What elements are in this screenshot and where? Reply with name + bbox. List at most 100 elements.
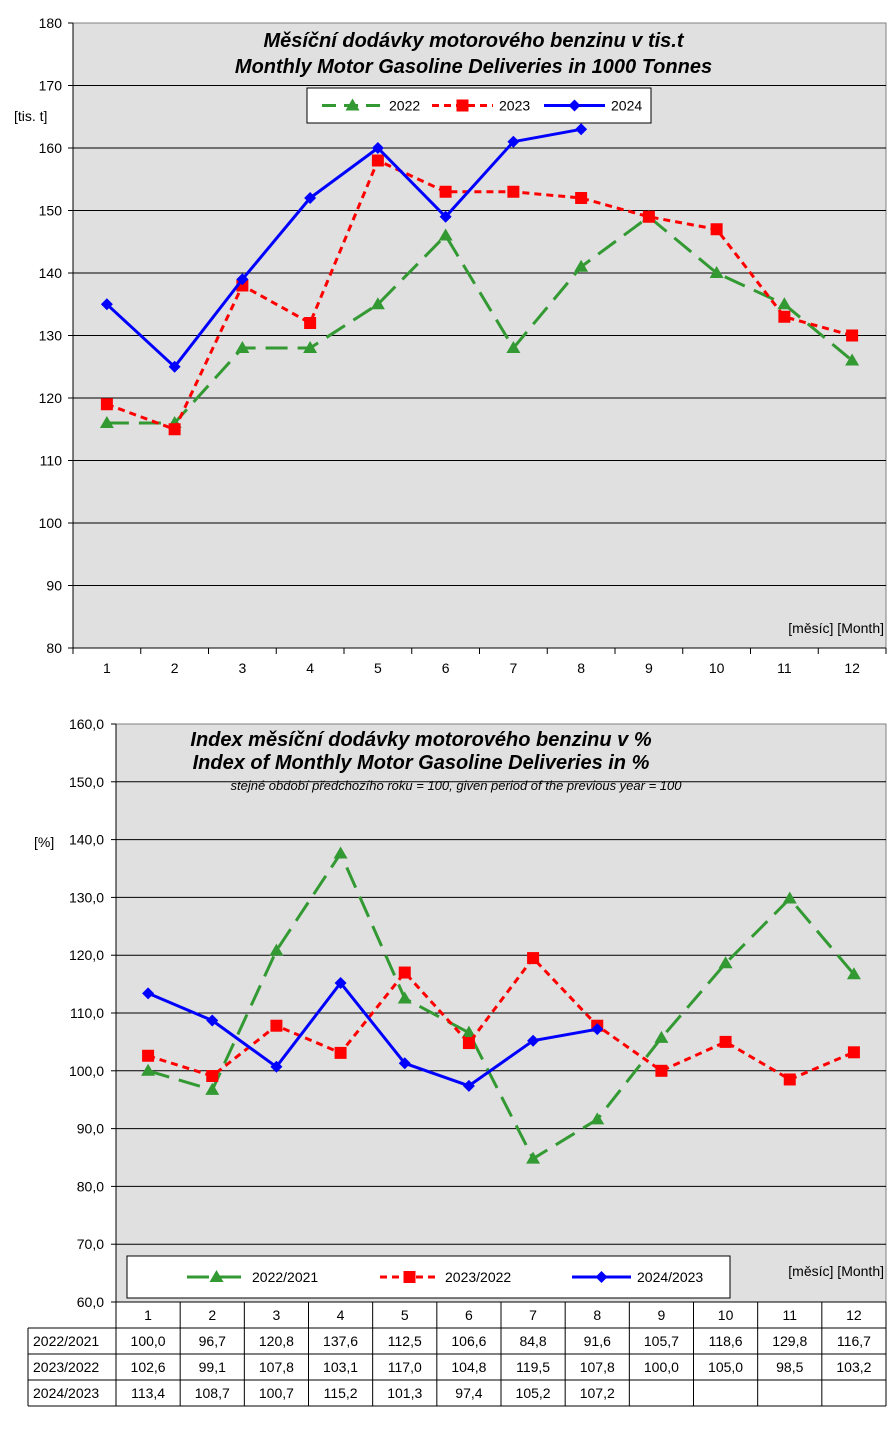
legend-marker xyxy=(568,99,581,112)
data-point-2023 xyxy=(507,185,520,198)
data-point-2022 xyxy=(506,341,521,353)
data-point-2024-2023 xyxy=(270,1060,283,1073)
legend-marker xyxy=(345,98,360,111)
data-point-2024-2023 xyxy=(462,1079,475,1092)
data-point-2022-2021 xyxy=(718,956,733,969)
series-line-2022 xyxy=(106,214,854,425)
data-point-2022-2021 xyxy=(654,1030,669,1043)
y-tick-label: 80 xyxy=(46,640,62,656)
series-line-2023-2022 xyxy=(147,955,855,1082)
y-tick-label: 180 xyxy=(39,15,63,31)
table-cell: 98,5 xyxy=(776,1359,803,1375)
y-tick-label: 100,0 xyxy=(69,1063,104,1079)
data-point-2023-2022 xyxy=(334,1046,347,1059)
x-tick-label: 1 xyxy=(103,660,111,676)
legend-label: 2024/2023 xyxy=(637,1269,703,1285)
data-point-2023 xyxy=(710,223,723,236)
table-cell: 107,8 xyxy=(580,1359,615,1375)
data-point-2023 xyxy=(642,210,655,223)
x-axis-label: [měsíc] [Month] xyxy=(788,1263,884,1279)
data-point-2024 xyxy=(507,135,520,148)
chart-title: Index měsíční dodávky motorového benzinu… xyxy=(190,729,651,751)
x-tick-label: 7 xyxy=(509,660,517,676)
data-point-2023 xyxy=(778,310,791,323)
data-point-2024-2023 xyxy=(206,1014,219,1027)
table-cell: 100,0 xyxy=(644,1359,679,1375)
data-point-2023-2022 xyxy=(142,1049,155,1062)
table-header-cell: 9 xyxy=(658,1307,666,1323)
table-cell: 100,7 xyxy=(259,1385,294,1401)
table-header-cell: 6 xyxy=(465,1307,473,1323)
data-point-2024 xyxy=(236,273,249,286)
data-point-2022-2021 xyxy=(782,891,797,904)
table-cell: 108,7 xyxy=(195,1385,230,1401)
series-line-2022-2021 xyxy=(147,850,856,1161)
data-point-2024-2023 xyxy=(142,987,155,1000)
table-header-cell: 11 xyxy=(782,1307,797,1323)
data-point-2023 xyxy=(168,423,181,436)
y-tick-label: 130,0 xyxy=(69,889,104,905)
data-point-2022 xyxy=(370,297,385,310)
data-point-2023-2022 xyxy=(462,1037,475,1050)
data-point-2022 xyxy=(303,341,318,353)
series-line-2023 xyxy=(106,158,853,432)
x-tick-label: 5 xyxy=(374,660,382,676)
table-cell: 117,0 xyxy=(388,1359,422,1375)
table-row-label: 2022/2021 xyxy=(33,1333,99,1349)
y-tick-label: 120 xyxy=(39,390,63,406)
table-row-label: 2024/2023 xyxy=(33,1385,99,1401)
table-cell: 105,7 xyxy=(644,1333,679,1349)
legend-label: 2023/2022 xyxy=(445,1269,511,1285)
y-tick-label: 140,0 xyxy=(69,832,104,848)
data-point-2023-2022 xyxy=(847,1046,860,1059)
y-tick-label: 150 xyxy=(39,203,63,219)
data-point-2023 xyxy=(371,154,384,167)
x-tick-label: 10 xyxy=(709,660,725,676)
chart-2: 60,0 70,0 80,0 90,0 100,0 110,0 120,0 130,0 140,… xyxy=(27,716,887,1407)
data-point-2022 xyxy=(845,353,860,366)
legend-marker xyxy=(456,99,469,112)
chart-subtitle: Monthly Motor Gasoline Deliveries in 100… xyxy=(235,56,712,78)
y-tick-label: 110,0 xyxy=(70,1005,104,1021)
table-header-cell: 8 xyxy=(593,1307,601,1323)
y-axis-label: [tis. t] xyxy=(14,108,47,124)
table-cell: 106,6 xyxy=(451,1333,486,1349)
table-cell: 102,6 xyxy=(131,1359,166,1375)
data-point-2024 xyxy=(168,360,181,373)
data-point-2023-2022 xyxy=(719,1035,732,1048)
data-point-2023 xyxy=(100,398,113,411)
x-tick-label: 9 xyxy=(645,660,653,676)
series-line-2024 xyxy=(105,127,582,370)
x-tick-label: 12 xyxy=(844,660,860,676)
legend-label: 2023 xyxy=(499,98,530,114)
table-header-cell: 5 xyxy=(401,1307,409,1323)
table-cell: 84,8 xyxy=(519,1333,546,1349)
table-header-cell: 2 xyxy=(208,1307,216,1323)
x-tick-label: 6 xyxy=(442,660,450,676)
table-cell: 105,2 xyxy=(516,1385,551,1401)
table-header-cell: 1 xyxy=(144,1307,152,1323)
data-point-2024-2023 xyxy=(398,1057,411,1070)
chart-note: stejné období předchozího roku = 100, gi… xyxy=(231,778,683,793)
data-point-2022 xyxy=(777,297,792,310)
data-point-2023 xyxy=(575,192,588,204)
table-header-cell: 3 xyxy=(273,1307,281,1323)
table-header-cell: 4 xyxy=(337,1307,345,1323)
table-cell: 104,8 xyxy=(451,1359,486,1375)
table-cell: 113,4 xyxy=(131,1385,165,1401)
data-point-2022-2021 xyxy=(461,1025,476,1038)
data-point-2024 xyxy=(575,123,588,136)
table-cell: 103,1 xyxy=(323,1359,358,1375)
y-tick-label: 160,0 xyxy=(69,716,104,732)
x-tick-label: 8 xyxy=(577,660,585,676)
legend-marker xyxy=(209,1270,224,1282)
table-cell: 112,5 xyxy=(388,1333,422,1349)
legend-marker xyxy=(403,1271,416,1283)
data-point-2022 xyxy=(235,341,250,353)
y-tick-label: 110 xyxy=(40,453,63,469)
data-point-2023-2022 xyxy=(398,966,411,979)
y-tick-label: 90 xyxy=(46,578,62,594)
table-cell: 119,5 xyxy=(516,1359,550,1375)
